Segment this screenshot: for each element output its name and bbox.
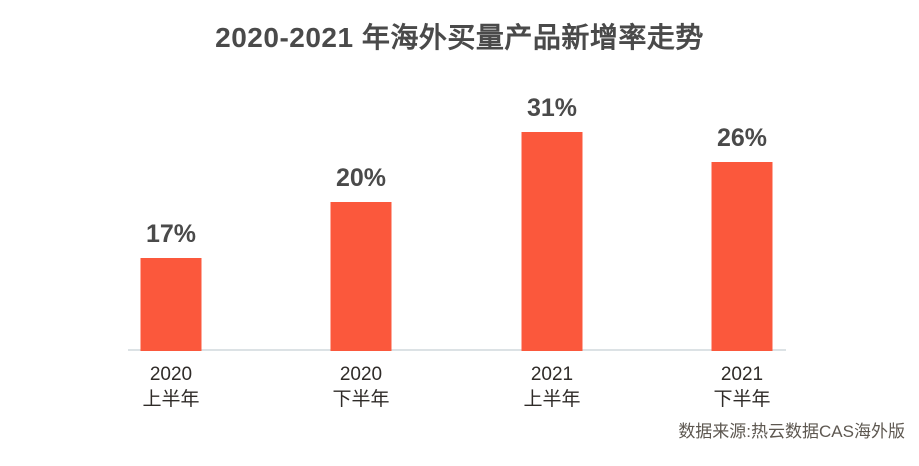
- bar-value-label: 20%: [335, 164, 387, 192]
- bar-value-label: 26%: [716, 124, 768, 152]
- bar-value-label: 31%: [526, 94, 578, 122]
- chart-title: 2020-2021 年海外买量产品新增率走势: [215, 22, 704, 53]
- x-axis-label-2021-h1: 2021 上半年: [482, 362, 622, 412]
- bar-group-2020-h1: 17% 2020 上半年: [140, 220, 202, 410]
- x-axis-label-2020-h1: 2020 上半年: [101, 362, 241, 412]
- x-axis-label-line: 下半年: [332, 389, 390, 410]
- bar-value-label: 17%: [145, 220, 197, 248]
- x-axis-label-2021-h2: 2021 下半年: [672, 362, 812, 412]
- x-axis-label-line: 2021: [530, 364, 574, 385]
- bar-group-2020-h2: 20% 2020 下半年: [330, 164, 392, 410]
- x-axis-label-line: 下半年: [713, 389, 771, 410]
- bar-2021-h2: [711, 162, 773, 351]
- x-axis-label-line: 2020: [339, 364, 383, 385]
- data-source-note: 数据来源:热云数据CAS海外版: [678, 422, 905, 441]
- bar-2020-h2: [330, 202, 392, 351]
- x-axis-label-line: 上半年: [142, 389, 200, 410]
- x-axis-label-line: 上半年: [523, 389, 581, 410]
- x-axis-label-line: 2021: [720, 364, 764, 385]
- bar-2020-h1: [140, 258, 202, 351]
- x-axis-label-2020-h2: 2020 下半年: [291, 362, 431, 412]
- bar-2021-h1: [521, 132, 583, 351]
- x-axis-label-line: 2020: [149, 364, 193, 385]
- bar-group-2021-h1: 31% 2021 上半年: [521, 94, 583, 410]
- x-axis-line: [128, 349, 786, 351]
- bar-group-2021-h2: 26% 2021 下半年: [711, 124, 773, 410]
